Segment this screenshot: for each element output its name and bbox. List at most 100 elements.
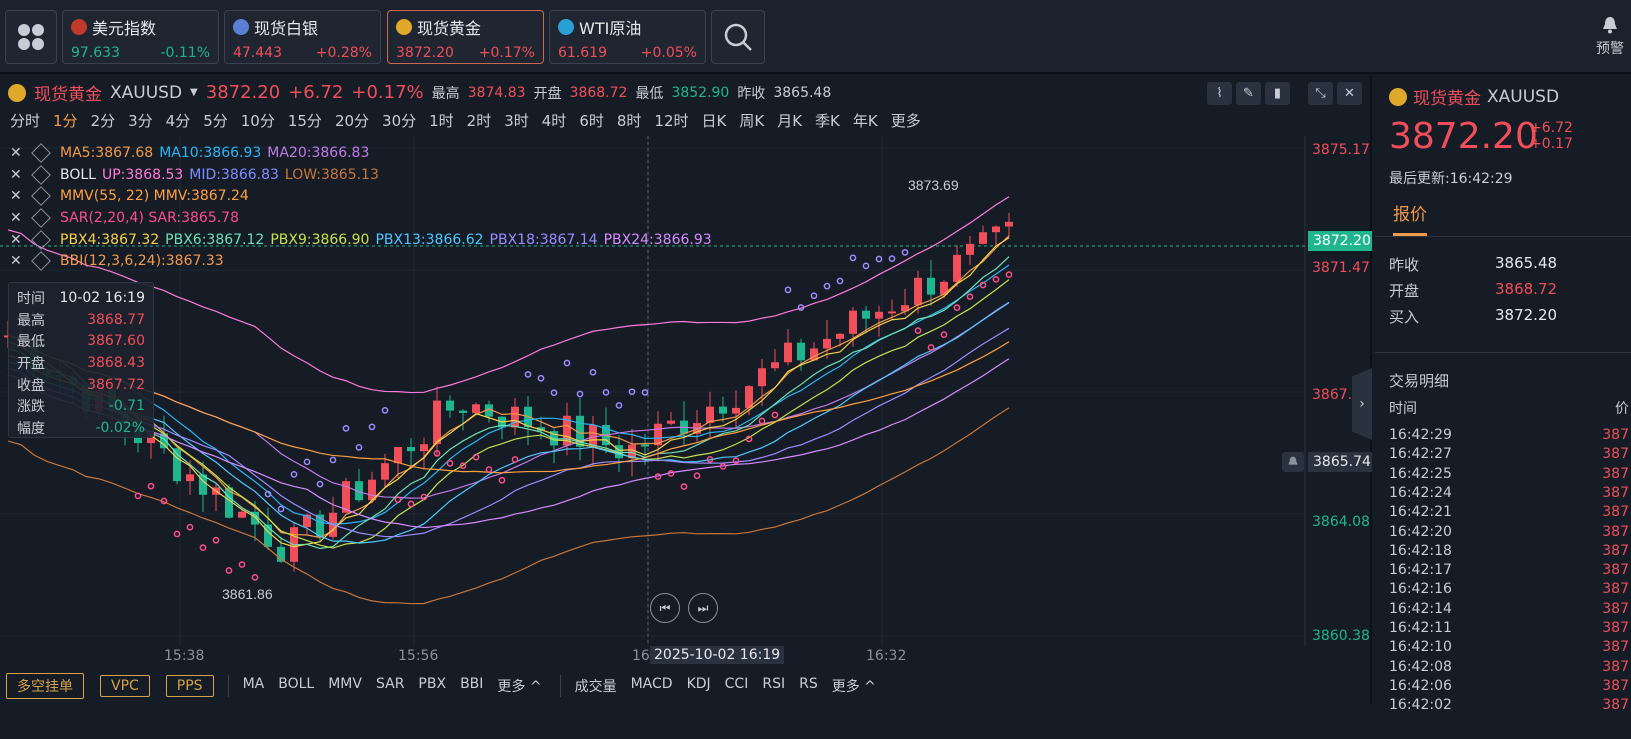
trade-row: 16:42:06 387 [1389,678,1629,694]
period-16[interactable]: 12时 [654,112,689,130]
settings-icon[interactable] [31,164,51,185]
pbx18-line [7,327,1010,538]
period-7[interactable]: 15分 [287,112,322,130]
period-18[interactable]: 周K [739,112,765,130]
chart-nav: ⏮ ⏭ [650,593,718,623]
time-tick: 15:38 [164,648,205,664]
period-20[interactable]: 季K [815,112,840,130]
candle-body [862,310,870,319]
sar-dot [407,500,415,508]
ticker-1[interactable]: 现货白银 47.443 +0.28% [224,10,381,64]
sub-indicator-1[interactable]: MACD [630,676,673,692]
period-11[interactable]: 2时 [466,112,492,130]
ticker-3[interactable]: WTI原油 61.619 +0.05% [549,10,706,64]
quote-row: 开盘 3868.72 [1389,280,1629,301]
bell-icon[interactable] [1282,452,1304,472]
trade-price: 387 [1602,427,1629,443]
trade-row: 16:42:27 387 [1389,446,1629,462]
period-5[interactable]: 5分 [203,112,228,130]
candle-body [628,444,636,459]
period-19[interactable]: 月K [777,112,803,130]
period-1[interactable]: 1分 [53,112,78,130]
chevron-down-icon[interactable]: ▼ [190,87,198,98]
indicator-settings-icon[interactable]: ⌇ [1207,82,1232,105]
period-3[interactable]: 3分 [128,112,153,130]
grid-menu-icon[interactable] [5,10,57,64]
trade-price: 387 [1602,504,1629,521]
close-icon[interactable]: ✕ [10,188,22,205]
main-indicator-5[interactable]: BBI [460,676,484,692]
sub-indicator-2[interactable]: KDJ [686,676,711,692]
main-indicator-0[interactable]: MA [242,676,265,692]
sar-dot [706,456,714,463]
ticker-change: -0.11% [160,45,210,61]
chart-header: 现货黄金 XAUUSD ▼ 3872.20 +6.72 +0.17% 最高 387… [8,80,831,105]
trade-detail-title: 交易明细 [1389,372,1450,390]
close-icon[interactable]: ✕ [10,231,22,248]
alert-button[interactable]: 预警 [1590,16,1630,58]
period-22[interactable]: 更多 [890,112,921,130]
draw-pen-icon[interactable]: ✎ [1236,82,1261,105]
period-14[interactable]: 6时 [579,112,604,130]
settings-icon[interactable] [31,142,51,163]
period-2[interactable]: 2分 [90,112,116,130]
candlestick-chart[interactable]: 3873.69 3861.86 [0,136,1372,656]
settings-icon[interactable] [31,251,51,272]
vpc-button[interactable]: VPC [100,675,150,697]
period-0[interactable]: 分时 [10,112,41,130]
sub-indicator-5[interactable]: RS [799,676,818,692]
sar-dot [498,476,506,484]
main-indicator-2[interactable]: MMV [328,676,362,692]
tooltip-row: 最高 3868.77 [17,309,145,331]
ticker-price: 3872.20 [396,45,454,61]
sar-dot [342,425,350,432]
long-short-orders-button[interactable]: 多空挂单 [6,673,84,699]
sub-indicator-6[interactable]: 更多 ^ [831,679,876,695]
main-indicator-6[interactable]: 更多 ^ [497,679,542,695]
sub-indicator-4[interactable]: RSI [762,676,786,692]
main-indicator-3[interactable]: SAR [375,676,405,692]
sar-dot [290,471,298,478]
settings-icon[interactable] [31,208,51,228]
candle-style-icon[interactable]: ▮ [1265,82,1290,105]
period-10[interactable]: 1时 [429,112,454,130]
indicator-bar: 多空挂单 VPC PPS MA BOLL MMV SAR PBX BBI 更多 ^ 成交量 M… [0,668,1372,704]
price-axis: 3875.17 3872.20 3871.47 3867.77 3865.74 … [1308,136,1372,656]
search-button[interactable] [711,10,765,64]
close-icon[interactable]: ✕ [1337,82,1362,105]
collapse-icon[interactable]: ⤡ [1308,82,1333,105]
close-icon[interactable]: ✕ [10,166,22,183]
close-icon[interactable]: ✕ [10,209,22,226]
period-12[interactable]: 3时 [504,112,529,130]
candle-body [277,546,285,562]
period-6[interactable]: 10分 [240,112,275,130]
pps-button[interactable]: PPS [165,675,214,697]
sar-dot [316,480,324,488]
period-8[interactable]: 20分 [334,112,370,130]
sub-indicator-3[interactable]: CCI [724,676,749,692]
symbol-code[interactable]: XAUUSD [110,82,183,103]
period-15[interactable]: 8时 [616,112,642,130]
alert-price-tag[interactable]: 3865.74 [1308,452,1372,472]
period-4[interactable]: 4分 [165,112,191,130]
period-21[interactable]: 年K [852,112,878,130]
bell-icon [1603,17,1617,34]
period-selector: 分时 1分 2分 3分 4分 5分 10分 15分 20分 30分 1时 2时 3时 4时 6时 8时 12时日… [10,110,934,131]
period-17[interactable]: 日K [701,112,727,130]
main-indicator-4[interactable]: PBX [418,676,447,692]
next-icon[interactable]: ⏭ [688,593,718,623]
main-indicator-1[interactable]: BOLL [278,676,315,692]
settings-icon[interactable] [31,186,51,207]
ticker-2[interactable]: 现货黄金 3872.20 +0.17% [387,10,544,64]
tab-quote[interactable]: 报价 [1393,200,1427,236]
open-value: 3868.72 [569,84,628,101]
ticker-0[interactable]: 美元指数 97.633 -0.11% [62,10,219,64]
expand-panel-handle[interactable]: › [1352,368,1372,440]
close-icon[interactable]: ✕ [10,253,22,270]
settings-icon[interactable] [31,229,51,250]
period-9[interactable]: 30分 [382,112,417,130]
sub-indicator-0[interactable]: 成交量 [574,679,617,695]
close-icon[interactable]: ✕ [10,144,22,161]
prev-icon[interactable]: ⏮ [650,593,680,623]
period-13[interactable]: 4时 [541,112,567,130]
